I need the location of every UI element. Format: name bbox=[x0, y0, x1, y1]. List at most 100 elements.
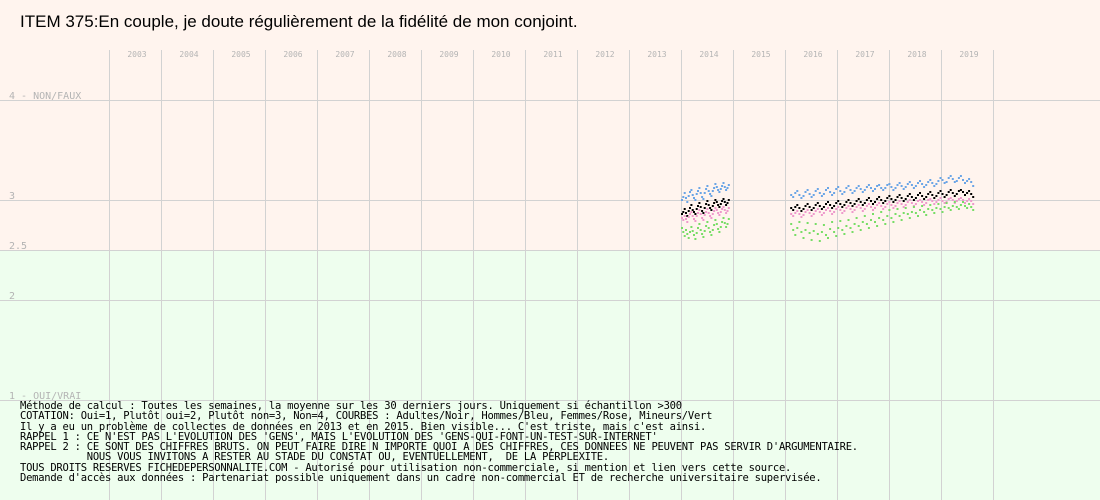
data-point bbox=[827, 207, 829, 209]
data-point bbox=[888, 195, 891, 197]
data-point bbox=[707, 204, 710, 206]
data-point bbox=[802, 214, 805, 216]
data-point bbox=[707, 190, 710, 192]
data-point bbox=[855, 187, 858, 189]
data-point bbox=[972, 203, 975, 205]
data-point bbox=[853, 223, 856, 225]
data-point bbox=[966, 180, 969, 182]
data-point bbox=[715, 223, 718, 225]
data-point bbox=[841, 206, 844, 208]
data-point bbox=[943, 182, 946, 184]
data-point bbox=[689, 207, 691, 209]
data-point bbox=[810, 215, 813, 217]
note-line: TOUS DROITS RESERVES FICHEDEPERSONNALITE… bbox=[20, 461, 792, 474]
data-point bbox=[908, 199, 911, 201]
data-point bbox=[693, 211, 695, 213]
data-point bbox=[806, 189, 809, 191]
data-point bbox=[682, 219, 685, 221]
data-point bbox=[970, 193, 973, 195]
data-point bbox=[796, 204, 799, 206]
data-point bbox=[912, 187, 915, 189]
data-point bbox=[833, 231, 836, 233]
data-point bbox=[835, 208, 838, 210]
data-point bbox=[890, 198, 893, 200]
series-mineurs bbox=[681, 201, 975, 242]
data-point bbox=[964, 205, 966, 207]
data-point bbox=[685, 218, 687, 220]
data-point bbox=[892, 207, 895, 209]
data-point bbox=[927, 193, 930, 195]
data-point bbox=[876, 185, 879, 187]
data-point bbox=[912, 206, 915, 208]
data-point bbox=[894, 187, 897, 189]
data-point bbox=[878, 217, 881, 219]
data-point bbox=[951, 178, 954, 180]
data-point bbox=[865, 223, 868, 225]
data-point bbox=[835, 188, 838, 190]
data-point bbox=[695, 193, 698, 195]
data-point bbox=[706, 200, 709, 202]
data-point bbox=[703, 207, 706, 209]
data-point bbox=[951, 192, 954, 194]
data-point bbox=[904, 204, 907, 206]
data-point bbox=[725, 189, 728, 191]
data-point bbox=[814, 190, 817, 192]
data-point bbox=[861, 221, 864, 223]
data-point bbox=[910, 211, 913, 213]
data-point bbox=[705, 225, 708, 227]
data-point bbox=[894, 205, 897, 207]
data-point bbox=[863, 202, 866, 204]
data-point bbox=[959, 189, 962, 191]
data-point bbox=[806, 203, 809, 205]
x-tick-label: 2019 bbox=[959, 50, 978, 59]
data-point bbox=[935, 183, 938, 185]
data-point bbox=[886, 203, 889, 205]
data-point bbox=[970, 181, 973, 183]
data-point bbox=[808, 212, 811, 214]
data-point bbox=[876, 225, 879, 227]
data-point bbox=[702, 212, 705, 214]
data-point bbox=[888, 201, 891, 203]
data-point bbox=[914, 203, 917, 205]
data-point bbox=[686, 215, 689, 217]
data-point bbox=[682, 231, 685, 233]
data-point bbox=[718, 191, 721, 193]
data-point bbox=[843, 191, 846, 193]
data-point bbox=[962, 199, 964, 201]
data-point bbox=[810, 209, 813, 211]
data-point bbox=[867, 227, 870, 229]
data-point bbox=[825, 209, 827, 211]
data-point bbox=[839, 203, 842, 205]
data-point bbox=[711, 213, 714, 215]
data-point bbox=[968, 178, 971, 180]
data-point bbox=[822, 212, 825, 214]
data-point bbox=[709, 193, 712, 195]
data-point bbox=[699, 229, 702, 231]
data-point bbox=[812, 194, 815, 196]
data-point bbox=[800, 197, 803, 199]
data-point bbox=[888, 183, 891, 185]
data-point bbox=[968, 203, 971, 205]
data-point bbox=[906, 213, 909, 215]
data-point bbox=[806, 209, 809, 211]
data-point bbox=[972, 185, 975, 187]
data-point bbox=[867, 203, 870, 205]
data-point bbox=[892, 221, 895, 223]
data-point bbox=[966, 192, 969, 194]
data-point bbox=[687, 237, 690, 239]
data-point bbox=[851, 231, 854, 233]
data-point bbox=[902, 188, 905, 190]
data-point bbox=[695, 208, 698, 210]
data-point bbox=[945, 202, 948, 204]
data-point bbox=[690, 211, 693, 213]
data-point bbox=[703, 230, 706, 232]
data-point bbox=[827, 237, 829, 239]
data-point bbox=[835, 235, 838, 237]
data-point bbox=[717, 189, 720, 191]
data-point bbox=[853, 203, 856, 205]
note-line: RAPPEL 1 : CE N'EST PAS L'EVOLUTION DES … bbox=[20, 430, 658, 443]
data-point bbox=[686, 233, 689, 235]
data-point bbox=[884, 187, 887, 189]
data-point bbox=[896, 202, 899, 204]
data-point bbox=[718, 214, 721, 216]
